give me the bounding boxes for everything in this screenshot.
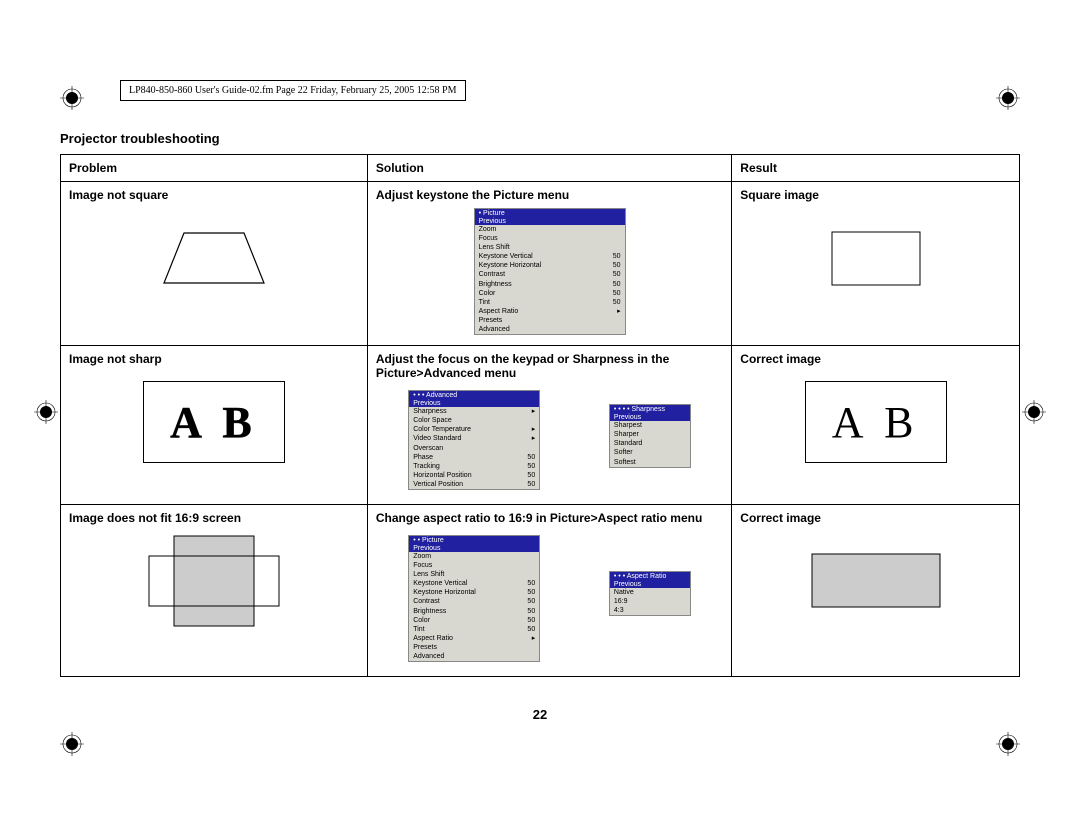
menu-item: Advanced [475, 325, 625, 334]
menu-item: Lens Shift [475, 243, 625, 252]
menu-title: • • • • Sharpness [610, 405, 690, 414]
menu-highlight: Previous [409, 545, 539, 552]
page-title: Projector troubleshooting [60, 131, 1020, 146]
menu-item: 16:9 [610, 597, 690, 606]
menu-item: Phase50 [409, 453, 539, 462]
wide-image-icon [740, 531, 1011, 631]
crop-mark-icon [996, 732, 1020, 756]
col-solution: Solution [367, 155, 731, 182]
menu-item: Softest [610, 458, 690, 467]
crop-mark-icon [34, 400, 58, 424]
sharpness-menu: • • • • Sharpness Previous SharpestSharp… [609, 404, 691, 467]
menu-item: Color Space [409, 416, 539, 425]
solution-label: Change aspect ratio to 16:9 in Picture>A… [376, 511, 723, 525]
problem-label: Image not sharp [69, 352, 359, 366]
table-row: Image not square Adjust keystone the Pic… [61, 182, 1020, 346]
table-row: Image does not fit 16:9 screen Change as… [61, 504, 1020, 676]
menu-title: • • • Aspect Ratio [610, 572, 690, 581]
menu-highlight: Previous [409, 400, 539, 407]
solution-label: Adjust keystone the Picture menu [376, 188, 723, 202]
sharp-ab-icon: A B [740, 372, 1011, 472]
doc-header: LP840-850-860 User's Guide-02.fm Page 22… [120, 80, 466, 101]
page-content: LP840-850-860 User's Guide-02.fm Page 22… [60, 80, 1020, 722]
menu-item: Standard [610, 439, 690, 448]
page-number: 22 [60, 707, 1020, 722]
menu-item: Presets [475, 316, 625, 325]
menu-item: Keystone Horizontal50 [475, 261, 625, 270]
blurry-ab-icon: A B [69, 372, 359, 472]
menu-highlight: Previous [610, 581, 690, 588]
menu-item: Contrast50 [409, 597, 539, 606]
menu-item: Sharper [610, 430, 690, 439]
menu-item: Color50 [409, 616, 539, 625]
menu-title: • • • Advanced [409, 391, 539, 400]
menu-items-picture2: ZoomFocusLens ShiftKeystone Vertical50Ke… [409, 552, 539, 661]
trapezoid-icon [69, 208, 359, 308]
table-header-row: Problem Solution Result [61, 155, 1020, 182]
advanced-menu: • • • Advanced Previous Sharpness▸Color … [408, 390, 540, 490]
menu-item: Native [610, 588, 690, 597]
menu-item: Contrast50 [475, 270, 625, 279]
menu-item: Brightness50 [475, 280, 625, 289]
ab-text: A B [170, 397, 258, 448]
result-label: Square image [740, 188, 1011, 202]
picture-menu-2: • • Picture Previous ZoomFocusLens Shift… [408, 535, 540, 662]
menu-item: Overscan [409, 444, 539, 453]
menu-item: Brightness50 [409, 607, 539, 616]
solution-label: Adjust the focus on the keypad or Sharpn… [376, 352, 723, 380]
picture-menu: • Picture Previous ZoomFocusLens ShiftKe… [474, 208, 626, 335]
crop-mark-icon [60, 732, 84, 756]
menu-highlight: Previous [610, 414, 690, 421]
ab-text: A B [832, 397, 920, 448]
menu-item: Tracking50 [409, 462, 539, 471]
menu-item: Vertical Position50 [409, 480, 539, 489]
menu-item: Color Temperature▸ [409, 425, 539, 434]
problem-label: Image not square [69, 188, 359, 202]
menu-item: Advanced [409, 652, 539, 661]
menu-item: Keystone Vertical50 [409, 579, 539, 588]
menu-item: Zoom [475, 225, 625, 234]
menu-highlight: Previous [475, 218, 625, 225]
menu-item: 4:3 [610, 606, 690, 615]
menu-item: Video Standard▸ [409, 434, 539, 443]
result-label: Correct image [740, 511, 1011, 525]
menu-item: Aspect Ratio▸ [475, 307, 625, 316]
problem-label: Image does not fit 16:9 screen [69, 511, 359, 525]
aspect-mismatch-icon [69, 531, 359, 631]
menu-items-sharpness: SharpestSharperStandardSofterSoftest [610, 421, 690, 466]
menu-items-picture: ZoomFocusLens ShiftKeystone Vertical50Ke… [475, 225, 625, 334]
table-row: Image not sharp A B Adjust the focus on … [61, 346, 1020, 505]
menu-item: Aspect Ratio▸ [409, 634, 539, 643]
crop-mark-icon [1022, 400, 1046, 424]
menu-item: Color50 [475, 289, 625, 298]
menu-item: Focus [475, 234, 625, 243]
menu-item: Sharpest [610, 421, 690, 430]
aspect-menu: • • • Aspect Ratio Previous Native16:94:… [609, 571, 691, 616]
menu-item: Tint50 [409, 625, 539, 634]
col-result: Result [732, 155, 1020, 182]
result-label: Correct image [740, 352, 1011, 366]
menu-item: Focus [409, 561, 539, 570]
menu-items-advanced: Sharpness▸Color SpaceColor Temperature▸V… [409, 407, 539, 489]
menu-item: Softer [610, 448, 690, 457]
menu-item: Presets [409, 643, 539, 652]
menu-title: • • Picture [409, 536, 539, 545]
menu-title: • Picture [475, 209, 625, 218]
menu-item: Keystone Horizontal50 [409, 588, 539, 597]
menu-item: Lens Shift [409, 570, 539, 579]
menu-items-aspect: Native16:94:3 [610, 588, 690, 615]
menu-item: Tint50 [475, 298, 625, 307]
square-image-icon [740, 208, 1011, 308]
menu-item: Sharpness▸ [409, 407, 539, 416]
menu-item: Keystone Vertical50 [475, 252, 625, 261]
troubleshooting-table: Problem Solution Result Image not square… [60, 154, 1020, 677]
menu-item: Zoom [409, 552, 539, 561]
col-problem: Problem [61, 155, 368, 182]
menu-item: Horizontal Position50 [409, 471, 539, 480]
